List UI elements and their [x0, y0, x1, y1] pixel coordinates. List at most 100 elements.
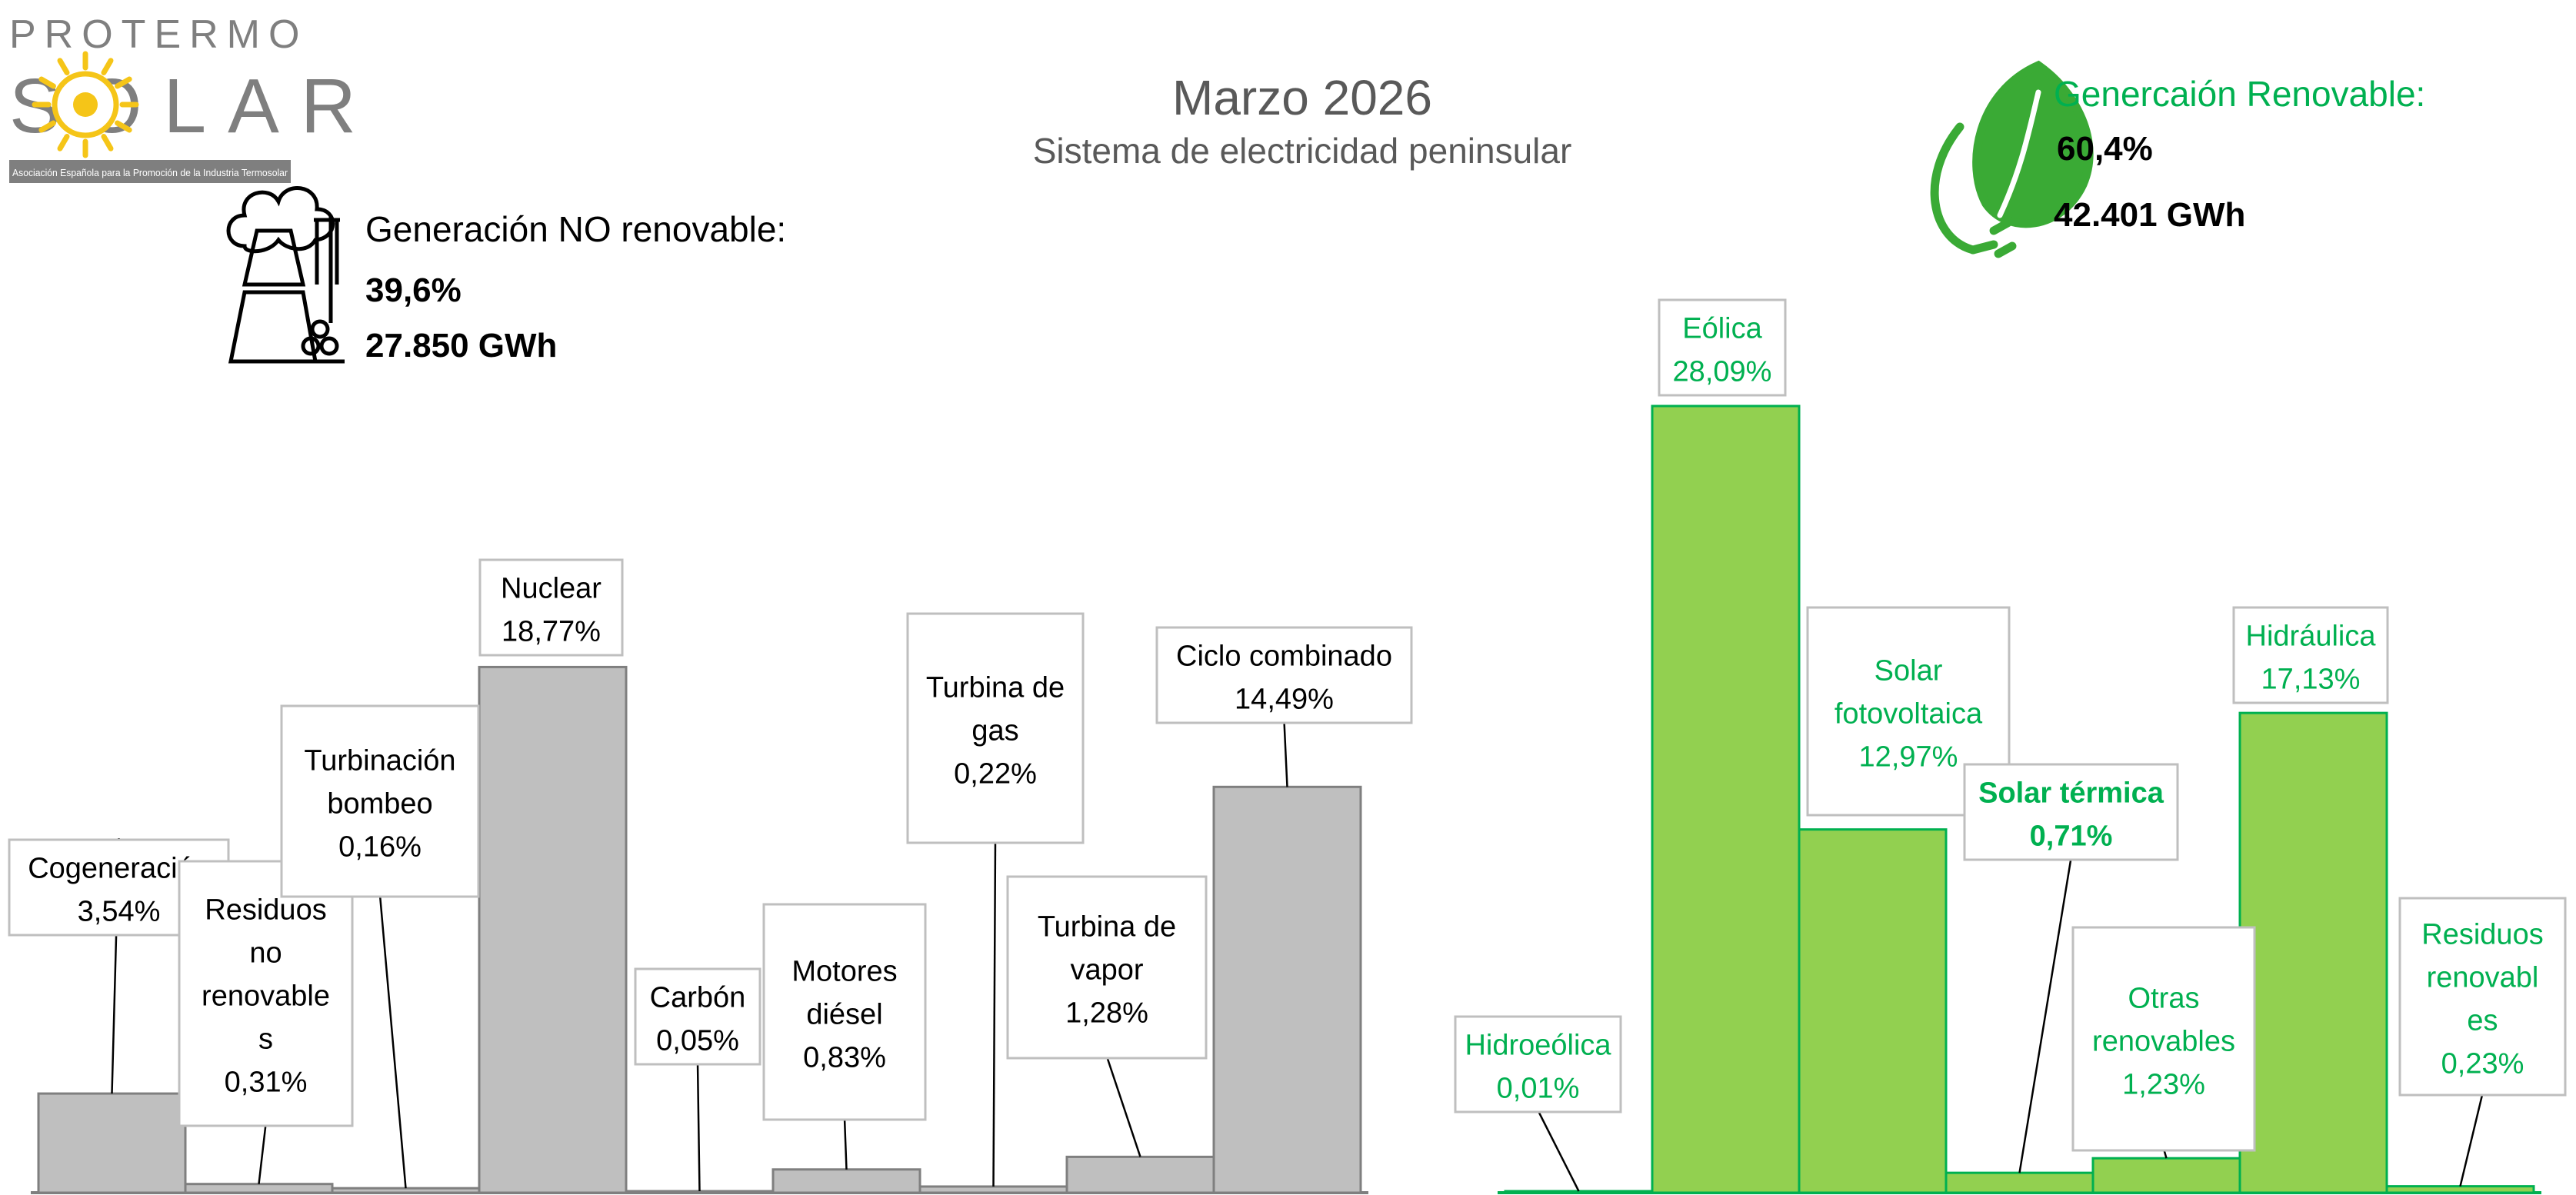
leader-residuos-no-renovables: [258, 1123, 267, 1184]
bar-cogeneracion: [37, 1092, 187, 1194]
data-label-turbina-de-gas-line-1: gas: [971, 715, 1018, 747]
bar-otras-renovables: [2091, 1157, 2241, 1194]
bar-carbon: [625, 1190, 775, 1194]
sun-icon: [32, 51, 139, 158]
data-label-turbina-de-gas-line-2: 0,22%: [954, 758, 1037, 791]
label-box-turbina-de-gas: [906, 612, 1085, 844]
label-box-turbina-de-vapor: [1006, 875, 1208, 1060]
data-label-residuos-no-renovables-line-1: no: [249, 937, 282, 970]
label-box-otras-renovables: [2071, 926, 2256, 1152]
label-box-nuclear: [478, 558, 624, 657]
data-label-turbina-de-vapor-line-0: Turbina de: [1038, 911, 1176, 944]
data-label-otras-renovables-line-2: 1,23%: [2122, 1069, 2205, 1101]
label-box-solar-termica: [1963, 763, 2179, 861]
non-renewable-energy: 27.850 GWh: [365, 327, 557, 364]
leader-turbinacion-bombeo: [378, 894, 407, 1189]
renewable-percent: 60,4%: [2057, 130, 2153, 168]
leader-solar-termica: [2018, 857, 2072, 1173]
leader-turbina-de-gas: [992, 840, 997, 1187]
data-label-motores-diesel-line-0: Motores: [791, 956, 897, 988]
data-label-turbina-de-vapor-line-2: 1,28%: [1065, 997, 1148, 1030]
bar-solar-fotovoltaica: [1798, 828, 1948, 1194]
data-label-residuos-no-renovables-line-4: 0,31%: [225, 1067, 308, 1099]
leader-residuos-renovables: [2459, 1093, 2484, 1187]
non-renewable-label: Generación NO renovable:: [365, 209, 786, 249]
chart-subtitle: Sistema de electricidad peninsular: [1033, 131, 1572, 171]
bars-layer: [31, 404, 2541, 1194]
data-label-cogeneracion-line-1: 3,54%: [78, 896, 161, 928]
protermo-solar-logo: PROTERMO SOLAR Asociación Española para …: [9, 12, 356, 183]
bar-residuos-no-renovables: [184, 1183, 334, 1194]
bar-turbina-de-vapor: [1065, 1155, 1215, 1194]
data-label-hidroeolica-line-1: 0,01%: [1497, 1073, 1580, 1105]
data-label-nuclear-line-0: Nuclear: [501, 573, 602, 605]
data-label-otras-renovables-line-0: Otras: [2128, 983, 2200, 1015]
data-label-ciclo-combinado-line-0: Ciclo combinado: [1176, 641, 1392, 673]
data-label-carbon-line-1: 0,05%: [656, 1025, 739, 1057]
data-label-turbina-de-vapor-line-1: vapor: [1070, 954, 1143, 987]
bar-turbinacion-bombeo: [331, 1187, 481, 1194]
data-label-hidraulica-line-0: Hidráulica: [2246, 621, 2377, 653]
leader-ciclo-combinado: [1283, 721, 1288, 787]
data-label-turbina-de-gas-line-0: Turbina de: [926, 672, 1065, 704]
data-label-motores-diesel-line-2: 0,83%: [803, 1042, 886, 1074]
bar-hidraulica: [2238, 711, 2388, 1194]
label-box-carbon: [634, 967, 761, 1066]
bar-motores-diesel: [771, 1168, 921, 1194]
data-label-solar-termica-line-1: 0,71%: [2030, 821, 2113, 853]
factory-coal-icon: [226, 186, 345, 364]
bar-hidroeolica: [1504, 1190, 1654, 1194]
label-box-turbinacion-bombeo: [280, 704, 480, 898]
data-label-turbinacion-bombeo-line-1: bombeo: [327, 788, 432, 821]
data-label-carbon-line-0: Carbón: [650, 982, 746, 1014]
leader-hidroeolica: [1537, 1110, 1580, 1192]
bar-residuos-renovables: [2385, 1185, 2535, 1194]
leaf-plug-icon: [1930, 60, 2094, 258]
label-box-hidraulica: [2232, 606, 2389, 704]
bar-ciclo-combinado: [1212, 785, 1362, 1194]
leader-carbon: [696, 1062, 701, 1192]
data-label-residuos-no-renovables-line-3: s: [258, 1024, 273, 1056]
logo-tagline: Asociación Española para la Promoción de…: [12, 167, 288, 178]
data-label-residuos-no-renovables-line-2: renovable: [202, 980, 330, 1013]
data-label-residuos-renovables-line-2: es: [2467, 1005, 2498, 1037]
label-box-eolica: [1658, 298, 1787, 397]
data-label-eolica-line-1: 28,09%: [1673, 356, 1772, 388]
data-label-residuos-renovables-line-1: renovabl: [2427, 962, 2539, 994]
data-label-otras-renovables-line-1: renovables: [2092, 1026, 2235, 1058]
bar-turbina-de-gas: [918, 1185, 1068, 1194]
data-label-ciclo-combinado-line-1: 14,49%: [1235, 684, 1334, 716]
leaders-layer: [111, 721, 2484, 1192]
data-label-solar-fotovoltaica-line-0: Solar: [1875, 655, 1943, 687]
leader-turbina-de-vapor: [1105, 1056, 1141, 1157]
chart-title: Marzo 2026: [1172, 70, 1432, 125]
renewable-energy: 42.401 GWh: [2054, 196, 2245, 234]
label-box-ciclo-combinado: [1155, 626, 1413, 724]
data-label-residuos-renovables-line-3: 0,23%: [2441, 1048, 2524, 1080]
label-box-motores-diesel: [762, 903, 927, 1121]
label-box-residuos-no-renovables: [178, 860, 354, 1127]
data-label-solar-fotovoltaica-line-1: fotovoltaica: [1835, 698, 1983, 731]
bar-nuclear: [478, 665, 628, 1194]
data-label-hidroeolica-line-0: Hidroeólica: [1465, 1030, 1611, 1062]
data-label-nuclear-line-1: 18,77%: [502, 616, 601, 648]
renewable-label: Genercaión Renovable:: [2054, 74, 2425, 114]
bar-solar-termica: [1944, 1171, 2094, 1194]
data-label-turbinacion-bombeo-line-0: Turbinación: [304, 745, 455, 777]
non-renewable-percent: 39,6%: [365, 271, 462, 309]
data-label-solar-fotovoltaica-line-2: 12,97%: [1859, 741, 1958, 774]
data-label-eolica-line-0: Eólica: [1682, 313, 1762, 345]
label-box-hidroeolica: [1454, 1015, 1622, 1113]
data-label-solar-termica-line-0: Solar térmica: [1978, 777, 2164, 810]
leader-motores-diesel: [843, 1117, 848, 1170]
data-label-residuos-no-renovables-line-0: Residuos: [205, 894, 326, 927]
logo-band: [9, 160, 291, 183]
data-label-residuos-renovables-line-0: Residuos: [2421, 919, 2543, 951]
data-label-motores-diesel-line-1: diésel: [806, 999, 882, 1031]
logo-line1: PROTERMO: [9, 12, 308, 57]
data-label-turbinacion-bombeo-line-2: 0,16%: [338, 831, 422, 864]
bar-eolica: [1651, 404, 1801, 1194]
label-box-residuos-renovables: [2398, 897, 2567, 1097]
